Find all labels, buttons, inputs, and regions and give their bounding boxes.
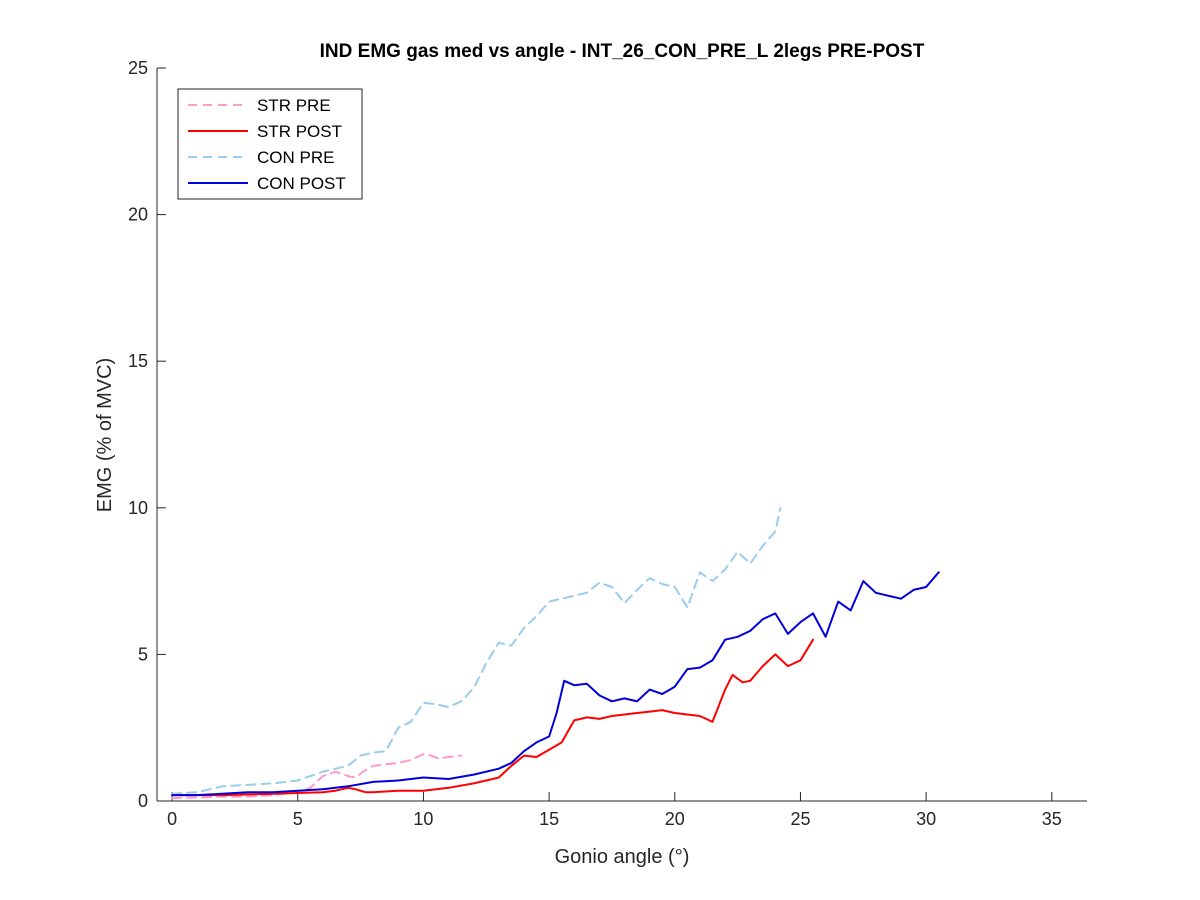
series-line-con-post [171,571,940,797]
series-line-str-post [171,638,814,797]
x-tick-label: 15 [539,809,559,829]
x-tick-label: 30 [916,809,936,829]
legend-label: CON PRE [257,148,334,167]
chart-title: IND EMG gas med vs angle - INT_26_CON_PR… [320,41,925,62]
series-line-str-pre [171,753,463,800]
x-tick-label: 10 [413,809,433,829]
y-tick-label: 10 [128,498,148,518]
x-axis-title: Gonio angle (°) [555,846,690,868]
legend-label: STR POST [257,122,342,141]
x-tick-label: 20 [665,809,685,829]
series-line-con-pre [171,506,782,795]
x-tick-label: 35 [1042,809,1062,829]
x-tick-label: 5 [293,809,303,829]
x-tick-label: 0 [167,809,177,829]
legend-box [177,88,363,200]
y-axis-title: EMG (% of MVC) [94,358,116,512]
series-group [171,506,940,800]
legend-label: STR PRE [257,96,331,115]
legend-label: CON POST [257,174,346,193]
x-tick-label: 25 [790,809,810,829]
y-tick-label: 15 [128,351,148,371]
legend: STR PRE STR POST CON PRE CON POST [177,88,363,200]
y-tick-label: 5 [138,644,148,664]
y-tick-label: 0 [138,791,148,811]
y-tick-label: 20 [128,205,148,225]
y-tick-label: 25 [128,58,148,78]
